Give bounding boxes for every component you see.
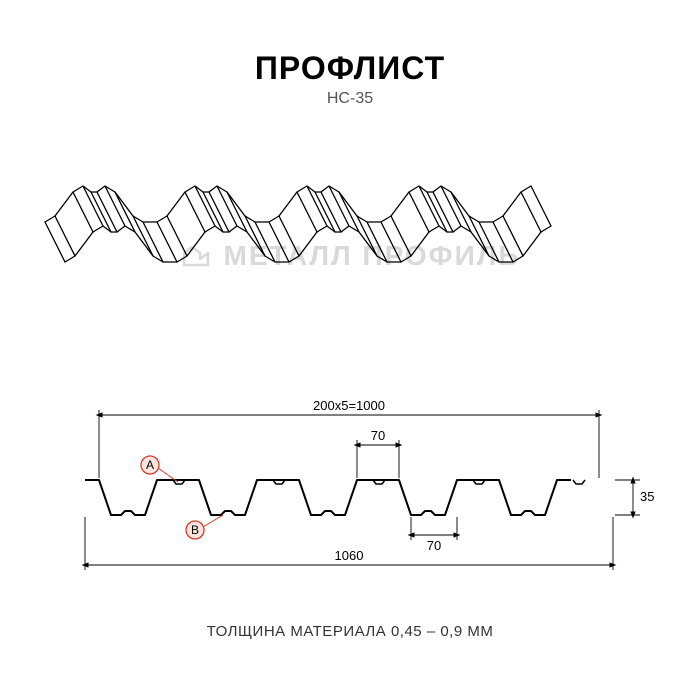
dim-bottom-flat: 70 (427, 538, 441, 553)
marker-b-label: B (191, 523, 199, 537)
dim-pitch: 200x5=1000 (313, 398, 385, 413)
marker-b: B (186, 515, 223, 539)
dim-overall: 1060 (335, 548, 364, 563)
dim-height: 35 (640, 489, 654, 504)
page-subtitle: НС-35 (0, 90, 700, 108)
dim-top-flat: 70 (371, 428, 385, 443)
page-title: ПРОФЛИСТ (0, 50, 700, 87)
cross-section-view: 200x5=1000 70 70 35 1060 A B (40, 370, 660, 600)
footer-text: ТОЛЩИНА МАТЕРИАЛА 0,45 – 0,9 ММ (0, 623, 700, 640)
marker-a-label: A (146, 458, 154, 472)
isometric-view (40, 150, 660, 320)
marker-a: A (141, 456, 178, 482)
